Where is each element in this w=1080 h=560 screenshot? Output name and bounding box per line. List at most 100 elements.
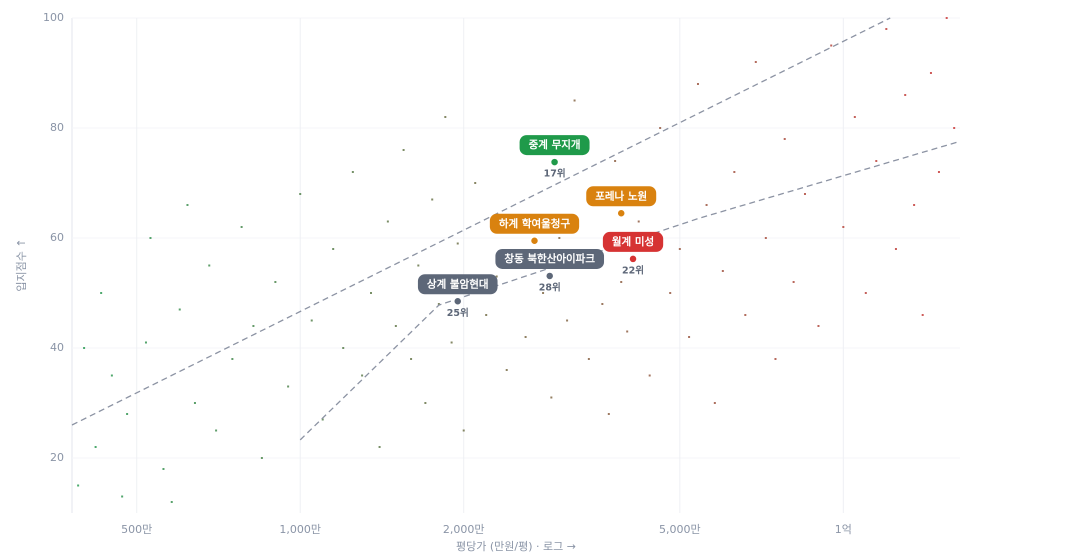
- highlight-point: [544, 271, 555, 281]
- point: [921, 314, 924, 316]
- point: [394, 325, 397, 327]
- point: [149, 237, 152, 239]
- point: [462, 429, 465, 432]
- label-pill: 포레나 노원: [586, 186, 657, 207]
- point: [864, 292, 867, 294]
- label-pill: 하계 학여울청구: [489, 213, 580, 234]
- point: [370, 292, 373, 294]
- pill-text: 창동 북한산아이파크: [504, 252, 595, 265]
- rank-label: 22위: [622, 264, 644, 276]
- point: [842, 226, 845, 228]
- rank-label: 17위: [544, 168, 566, 180]
- point: [937, 171, 940, 173]
- point: [94, 446, 97, 448]
- point: [410, 358, 413, 360]
- point: [474, 182, 477, 184]
- point: [817, 325, 820, 327]
- rank-label: 25위: [447, 307, 469, 319]
- point: [904, 94, 907, 96]
- point: [351, 171, 354, 173]
- label-pill: 상계 불암현대: [417, 274, 498, 295]
- point: [659, 127, 662, 129]
- point: [754, 61, 757, 63]
- point: [299, 193, 302, 195]
- point: [431, 198, 434, 201]
- highlight-point: [628, 254, 638, 264]
- point: [193, 402, 196, 404]
- point: [558, 237, 561, 239]
- point: [678, 248, 681, 250]
- x-tick-label: 1억: [835, 523, 852, 536]
- label-pill: 월계 미성: [602, 231, 664, 252]
- point: [550, 396, 553, 399]
- point: [121, 495, 124, 498]
- y-tick-label: 60: [50, 231, 64, 244]
- point: [945, 17, 948, 19]
- label-pill: 중계 무지개: [519, 135, 590, 156]
- rank-label: 28위: [539, 281, 561, 293]
- pill-bg: [417, 274, 498, 295]
- highlight-point: [549, 157, 560, 167]
- point: [186, 204, 189, 206]
- point: [853, 116, 856, 118]
- x-tick-label: 5,000만: [659, 523, 701, 536]
- point: [310, 319, 313, 322]
- point: [885, 28, 888, 30]
- y-tick-label: 100: [43, 11, 64, 24]
- point: [456, 242, 459, 245]
- point: [696, 83, 699, 85]
- point: [929, 72, 932, 74]
- y-tick-label: 40: [50, 341, 64, 354]
- point: [913, 204, 916, 206]
- point: [231, 358, 234, 360]
- point: [587, 358, 590, 360]
- point: [601, 303, 604, 305]
- point: [495, 275, 498, 278]
- pill-text: 하계 학여울청구: [499, 217, 571, 230]
- pill-bg: [495, 248, 605, 269]
- point: [764, 237, 767, 239]
- point: [721, 270, 724, 272]
- point: [274, 281, 277, 283]
- point: [252, 325, 255, 327]
- point: [424, 402, 427, 404]
- point: [607, 413, 610, 415]
- point: [321, 418, 324, 421]
- point: [783, 138, 786, 140]
- point: [162, 468, 165, 470]
- point: [444, 116, 447, 118]
- point: [566, 319, 569, 322]
- point: [417, 264, 420, 267]
- label-pill: 창동 북한산아이파크: [495, 248, 605, 269]
- point: [208, 264, 211, 267]
- pill-text: 포레나 노원: [595, 189, 647, 202]
- point: [342, 347, 345, 349]
- point: [170, 501, 173, 503]
- point: [126, 413, 129, 415]
- point: [669, 292, 672, 294]
- point: [361, 374, 364, 377]
- x-tick-label: 1,000만: [279, 523, 321, 536]
- pill-bg: [602, 231, 664, 252]
- point: [110, 374, 113, 377]
- x-axis-label: 평당가 (만원/평) · 로그 →: [456, 540, 576, 553]
- point: [648, 374, 651, 377]
- y-tick-label: 20: [50, 451, 64, 464]
- point: [744, 314, 747, 316]
- point: [830, 44, 833, 47]
- point: [332, 248, 335, 250]
- trend-line: [71, 17, 891, 426]
- x-tick-label: 500만: [121, 523, 152, 536]
- point: [386, 220, 389, 223]
- pill-text: 상계 불암현대: [427, 277, 489, 290]
- highlight-point: [529, 236, 540, 246]
- point: [894, 248, 897, 250]
- point: [240, 226, 243, 228]
- point: [260, 457, 263, 459]
- point: [688, 336, 691, 338]
- point: [803, 193, 806, 195]
- point: [637, 220, 640, 223]
- point: [437, 303, 440, 305]
- y-tick-label: 80: [50, 121, 64, 134]
